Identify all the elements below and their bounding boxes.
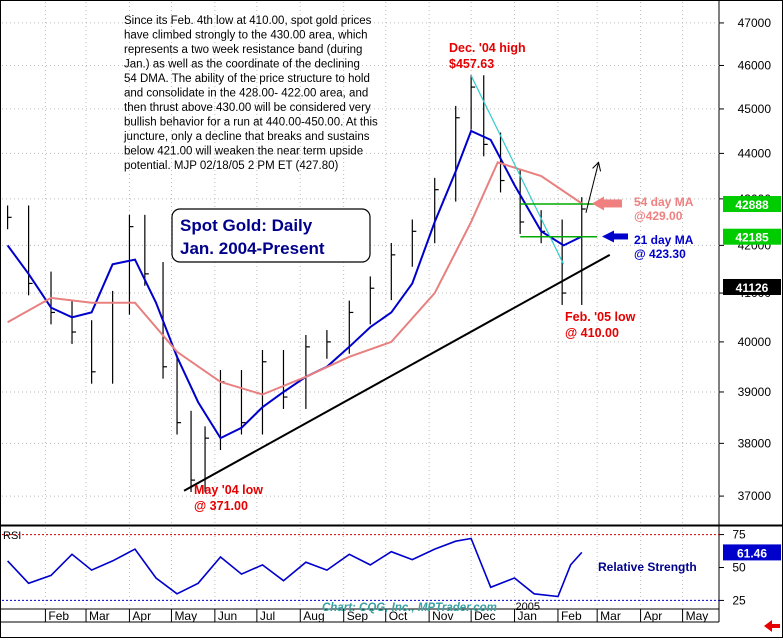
rsi-value-flag xyxy=(723,544,781,561)
projection-arrow-head xyxy=(592,161,602,172)
support-trendline xyxy=(183,253,611,492)
price-flag-label: 42888 xyxy=(735,198,769,212)
price-grid xyxy=(2,22,724,497)
x-tick-label: Apr xyxy=(132,609,151,623)
x-tick-label: Oct xyxy=(389,609,408,623)
chart-subtitle: Jan. 2004-Present xyxy=(180,239,325,258)
annotation-line: bullish behavior for a run at 440.00-450… xyxy=(124,117,378,129)
x-tick-label: Feb xyxy=(561,609,582,623)
price-flag: 42888 xyxy=(723,196,781,213)
annotation-line: @ 423.30 xyxy=(634,247,686,261)
x-tick-label: Apr xyxy=(644,609,663,623)
annotation-line: @ 410.00 xyxy=(565,326,619,340)
y-tick-label: 38000 xyxy=(738,436,772,450)
ma54-pointer xyxy=(602,199,622,208)
rsi-tick-label: 75 xyxy=(732,528,746,542)
annotation-line: represents a two week resistance band (d… xyxy=(124,44,362,56)
annotation-may-low: May '04 low @ 371.00 xyxy=(194,483,263,513)
annotation-line: juncture, only a decline that breaks and… xyxy=(123,131,370,143)
projection-arrow xyxy=(585,162,600,213)
x-tick-label: Mar xyxy=(600,609,621,623)
annotation-line: May '04 low xyxy=(194,483,263,497)
annotation-ma54: 54 day MA@429.00 xyxy=(634,195,694,223)
annotation-line: below 421.00 will weaken the near term u… xyxy=(124,146,363,158)
y-tick-label: 47000 xyxy=(738,16,772,30)
annotation-line: @429.00 xyxy=(634,209,683,223)
annotation-line: @ 371.00 xyxy=(194,499,248,513)
x-tick-label: Jun xyxy=(218,609,237,623)
rsi-tick-label: 25 xyxy=(732,593,746,607)
price-flag-label: 41126 xyxy=(736,281,769,295)
y-tick-label: 39000 xyxy=(738,385,772,399)
annotation-line: have climbed strongly to the 430.00 area… xyxy=(124,30,368,42)
x-tick-label: Feb xyxy=(48,609,69,623)
x-tick-label: Dec xyxy=(474,609,495,623)
x-tick-label: Jan xyxy=(518,609,537,623)
y-tick-label: 37000 xyxy=(738,489,772,503)
title-frame xyxy=(171,208,371,263)
annotation-dec-high: Dec. '04 high $457.63 xyxy=(449,41,526,71)
annotation-line: Dec. '04 high xyxy=(449,41,526,55)
rsi-title: RSI xyxy=(3,530,21,542)
annotation-line: $457.63 xyxy=(449,57,494,71)
rsi-line xyxy=(7,537,583,598)
chart-credit: Chart: CQG, Inc., MPTrader.com xyxy=(322,602,497,614)
annotation-ma21: 21 day MA@ 423.30 xyxy=(634,233,694,261)
y-tick-label: 45000 xyxy=(738,102,772,116)
annotation-line: 54 day MA xyxy=(634,195,694,209)
rsi-tick-label: 50 xyxy=(732,561,746,575)
y-tick-label: 40000 xyxy=(738,335,772,349)
chart-title: Spot Gold: Daily xyxy=(180,216,313,235)
annotation-line: 21 day MA xyxy=(634,233,694,247)
price-flag-box xyxy=(723,278,781,295)
downtrend-line xyxy=(470,75,565,265)
price-flag-box xyxy=(723,196,781,213)
annotation-line: Feb. '05 low xyxy=(565,310,636,324)
year-label: 2005 xyxy=(516,601,540,613)
ma54-pointer-head xyxy=(592,196,604,211)
price-flag-box xyxy=(723,228,781,245)
price-flag: 42185 xyxy=(723,228,781,245)
x-tick-label: May xyxy=(174,609,197,623)
x-tick-label: May xyxy=(686,609,709,623)
annotation-line: potential. MJP 02/18/05 2 PM ET (427.80) xyxy=(124,160,339,172)
y-tick-label: 46000 xyxy=(738,58,772,72)
rsi-value-label: 61.46 xyxy=(737,546,767,560)
y-tick-label: 44000 xyxy=(738,146,772,160)
ma21-pointer xyxy=(612,233,628,240)
annotation-line: then thrust above 430.00 will be conside… xyxy=(124,102,371,114)
ma21-line xyxy=(6,129,583,440)
back-arrow-icon[interactable] xyxy=(763,618,781,634)
title-box: Spot Gold: Daily Jan. 2004-Present xyxy=(171,208,371,263)
ma54-line xyxy=(7,161,583,396)
annotation-line: 54 DMA. The ability of the price structu… xyxy=(124,73,370,85)
annotation-feb-low: Feb. '05 low @ 410.00 xyxy=(565,310,636,340)
price-bars xyxy=(7,75,586,493)
price-flag-label: 42185 xyxy=(735,231,769,245)
x-tick-label: Aug xyxy=(303,609,324,623)
price-flag: 41126 xyxy=(723,278,781,295)
x-tick-label: Mar xyxy=(89,609,110,623)
annotation-line: Since its Feb. 4th low at 410.00, spot g… xyxy=(124,15,372,27)
annotation-line: Jan.) as well as the coordinate of the d… xyxy=(124,59,360,71)
ma21-pointer-head xyxy=(602,230,614,243)
x-tick-label: Jul xyxy=(260,609,275,623)
rsi-legend: Relative Strength xyxy=(598,560,697,574)
x-tick-label: Nov xyxy=(432,609,453,623)
annotation-line: and consolidate in the 428.00- 422.00 ar… xyxy=(124,88,368,100)
x-tick-label: Sep xyxy=(347,609,369,623)
annotation-commentary: Since its Feb. 4th low at 410.00, spot g… xyxy=(123,15,378,172)
